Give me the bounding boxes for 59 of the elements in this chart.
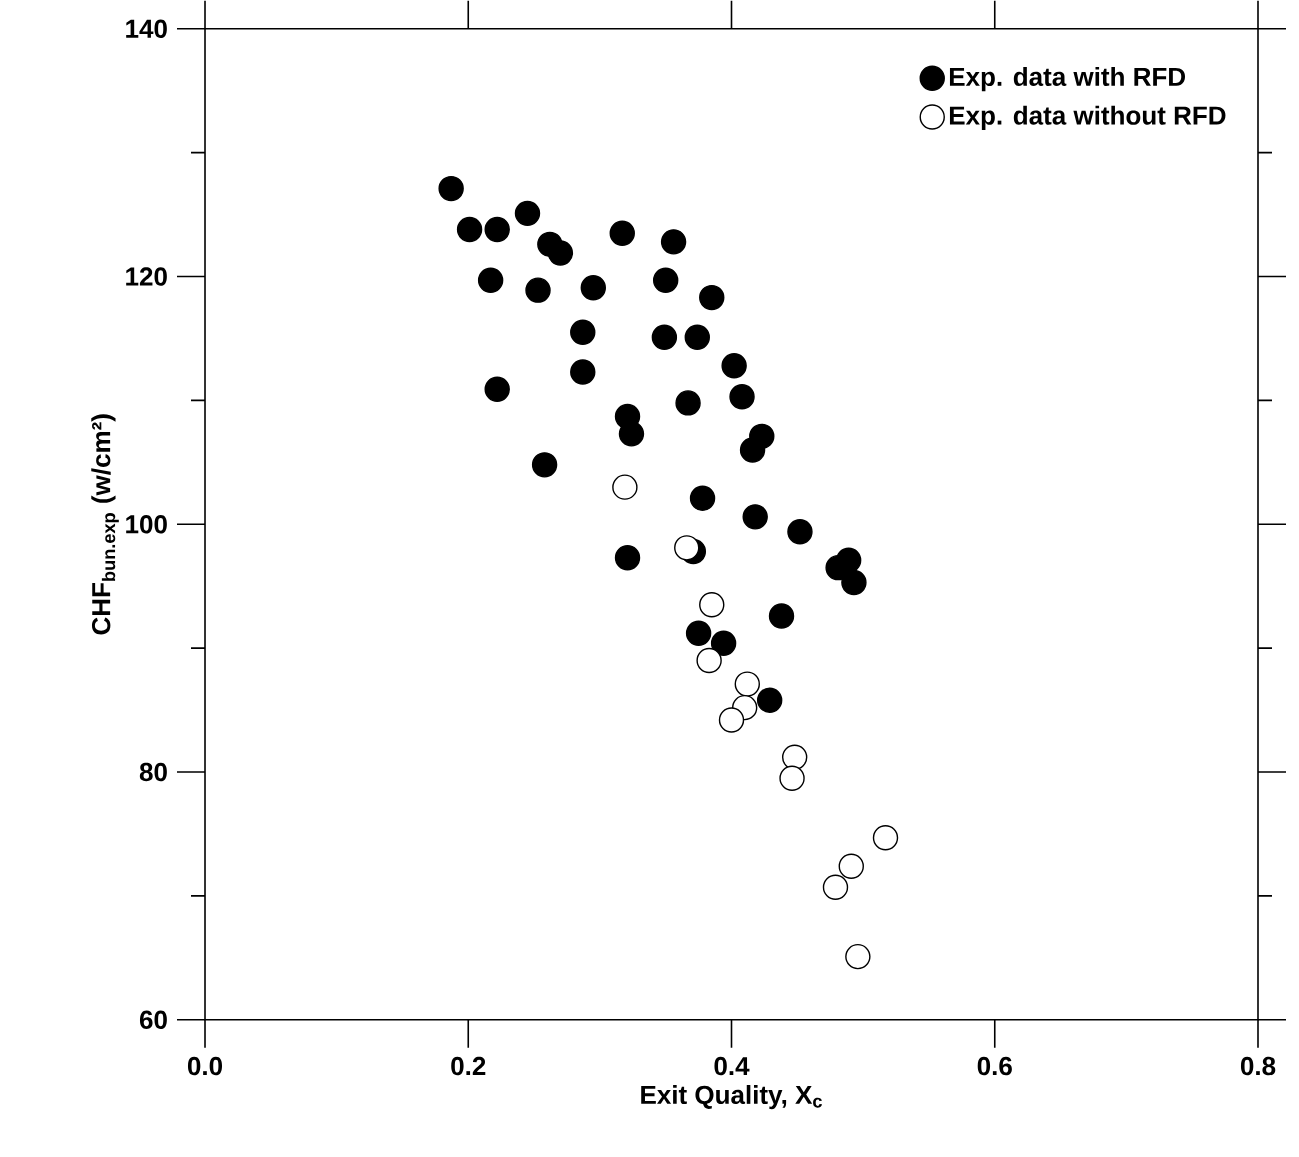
point (718, 707, 745, 733)
point (742, 504, 768, 530)
x-tick-label: 0.8 (1240, 1056, 1276, 1076)
y-tick-label: 60 (139, 1010, 167, 1030)
point (779, 765, 805, 792)
point (514, 200, 541, 227)
legend-label: Exp. data with RFD (949, 67, 1186, 92)
point (841, 569, 867, 596)
point (477, 267, 504, 294)
point (484, 376, 510, 403)
point (721, 353, 747, 379)
point (696, 647, 722, 674)
point (456, 216, 483, 243)
point (651, 324, 678, 351)
point (674, 535, 700, 561)
point (729, 384, 755, 410)
point (845, 944, 871, 970)
point (609, 220, 635, 246)
x-tick-label: 0.4 (714, 1056, 750, 1076)
x-tick-label: 0.6 (977, 1056, 1012, 1076)
y-tick-label: 80 (139, 762, 167, 782)
point (484, 216, 510, 243)
y-tick-label: 100 (126, 515, 167, 534)
point (525, 277, 551, 303)
point (710, 630, 737, 657)
point (787, 519, 813, 545)
point (838, 853, 864, 879)
point (438, 175, 464, 202)
point (822, 874, 849, 901)
point (684, 324, 710, 351)
point (531, 452, 558, 478)
y-tick-label: 120 (126, 267, 167, 286)
point (614, 545, 641, 571)
point (781, 744, 808, 770)
x-tick-label: 0.2 (451, 1056, 486, 1076)
point (739, 437, 766, 463)
legend-label: Exp. data without RFD (949, 105, 1226, 130)
point (756, 687, 783, 713)
x-tick-label: 0.0 (187, 1056, 223, 1076)
x-axis-title: Exit Quality, X$_{c}$ (641, 1085, 822, 1110)
point (675, 390, 701, 416)
point (699, 592, 725, 618)
point (685, 620, 712, 647)
point (872, 825, 899, 851)
point (689, 485, 716, 512)
point (768, 603, 795, 629)
point (580, 275, 606, 301)
point (652, 267, 679, 294)
point (612, 474, 638, 500)
point (547, 240, 574, 266)
point (618, 421, 645, 447)
point (734, 671, 760, 697)
y-tick-label: 140 (126, 19, 167, 39)
point (570, 319, 596, 346)
point (699, 285, 725, 311)
point (835, 547, 862, 574)
y-axis-title: CHF$_{bun.exp}$ (w/cm²) (91, 414, 119, 635)
point (660, 229, 687, 255)
point (570, 359, 596, 385)
